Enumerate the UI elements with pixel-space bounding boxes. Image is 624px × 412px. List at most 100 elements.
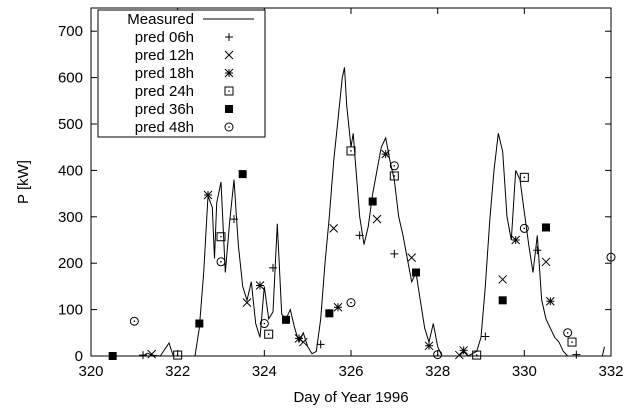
- marker-square-dot: [220, 235, 222, 238]
- x-tick-label: 324: [252, 363, 277, 380]
- legend-label: Measured: [127, 11, 194, 28]
- marker-square-dot: [523, 176, 526, 179]
- marker-plus: [230, 215, 238, 224]
- marker-x: [541, 257, 551, 267]
- marker-square-dot: [228, 90, 230, 92]
- marker-circle-dot: [566, 332, 569, 334]
- marker-star: [203, 190, 213, 200]
- marker-square: [264, 329, 274, 339]
- y-tick-label: 700: [58, 23, 83, 40]
- marker-circle: [563, 328, 573, 338]
- marker-circle-dot: [263, 322, 266, 325]
- marker-star: [545, 296, 555, 306]
- marker-circle: [129, 316, 139, 326]
- marker-x: [372, 214, 382, 224]
- marker-filled-square: [108, 352, 117, 360]
- y-axis-title: P [kW]: [15, 160, 32, 204]
- marker-x: [498, 275, 508, 284]
- x-tick-label: 332: [598, 363, 623, 380]
- marker-star: [459, 346, 469, 355]
- x-tick-label: 320: [78, 363, 103, 380]
- legend-label: pred 18h: [135, 65, 194, 82]
- marker-circle-dot: [228, 126, 230, 128]
- marker-square: [346, 146, 356, 156]
- marker-square: [472, 350, 482, 360]
- marker-x: [407, 253, 417, 262]
- marker-x: [224, 50, 234, 60]
- marker-square: [519, 172, 529, 182]
- marker-star: [224, 68, 234, 78]
- marker-star: [381, 149, 391, 159]
- legend-label: pred 36h: [135, 101, 194, 118]
- marker-square: [567, 337, 577, 347]
- series-pred-18h: [203, 149, 555, 355]
- axis-ticks: 320 322 324 326 328 330 332 0 100 200 300 400 500 600…: [58, 8, 624, 380]
- marker-circle-dot: [523, 227, 526, 230]
- y-tick-label: 600: [58, 70, 83, 87]
- legend-label: pred 24h: [135, 83, 194, 100]
- x-tick-label: 322: [165, 363, 190, 380]
- marker-circle-dot: [393, 164, 396, 167]
- y-tick-label: 100: [58, 302, 83, 319]
- marker-filled-square: [282, 315, 290, 324]
- marker-plus: [481, 332, 490, 341]
- legend-label: pred 12h: [135, 47, 194, 64]
- marker-square: [224, 86, 234, 96]
- marker-square-dot: [571, 341, 573, 343]
- marker-square-dot: [267, 333, 270, 335]
- marker-circle: [519, 223, 529, 233]
- series-pred-06h: [139, 215, 581, 360]
- marker-star: [294, 334, 304, 343]
- marker-circle: [259, 319, 269, 329]
- x-axis-title: Day of Year 1996: [293, 389, 408, 406]
- series-layer: [108, 67, 616, 360]
- marker-plus: [316, 340, 325, 349]
- marker-plus: [269, 263, 277, 272]
- marker-square-dot: [475, 354, 478, 356]
- marker-filled-square: [225, 105, 233, 113]
- marker-filled-square: [498, 296, 507, 305]
- series-measured: [108, 67, 605, 357]
- series-pred-48h: [129, 161, 616, 360]
- marker-circle: [346, 298, 356, 308]
- marker-filled-square: [412, 268, 420, 277]
- marker-plus: [139, 351, 147, 360]
- marker-filled-square: [195, 319, 204, 328]
- legend-box: [97, 9, 266, 138]
- marker-circle: [389, 161, 399, 171]
- marker-plus: [572, 350, 581, 359]
- marker-square: [389, 171, 399, 181]
- series-pred-36h: [108, 170, 550, 360]
- marker-circle-dot: [133, 320, 136, 323]
- marker-star: [333, 302, 343, 312]
- y-tick-label: 0: [75, 348, 83, 365]
- marker-star: [424, 341, 434, 351]
- measured-line: [108, 67, 605, 357]
- marker-circle: [433, 350, 443, 360]
- marker-circle-dot: [220, 261, 222, 263]
- marker-x: [329, 224, 339, 233]
- marker-filled-square: [325, 309, 334, 318]
- marker-filled-square: [238, 170, 247, 179]
- y-tick-label: 300: [58, 209, 83, 226]
- marker-circle: [224, 122, 234, 132]
- marker-star: [511, 235, 521, 245]
- marker-square-dot: [350, 150, 352, 152]
- series-pred-24h: [173, 146, 577, 360]
- marker-filled-square: [542, 223, 550, 232]
- marker-circle-dot: [350, 301, 352, 304]
- marker-plus: [355, 231, 364, 240]
- series-pred-12h: [147, 214, 551, 360]
- marker-circle: [216, 257, 226, 267]
- marker-x: [147, 349, 157, 359]
- marker-square: [173, 350, 183, 360]
- marker-x: [242, 298, 252, 307]
- marker-square-dot: [393, 175, 396, 177]
- y-tick-label: 400: [58, 162, 83, 179]
- x-tick-label: 330: [512, 363, 537, 380]
- legend-label: pred 06h: [135, 29, 194, 46]
- marker-plus: [390, 249, 399, 258]
- y-tick-label: 500: [58, 116, 83, 133]
